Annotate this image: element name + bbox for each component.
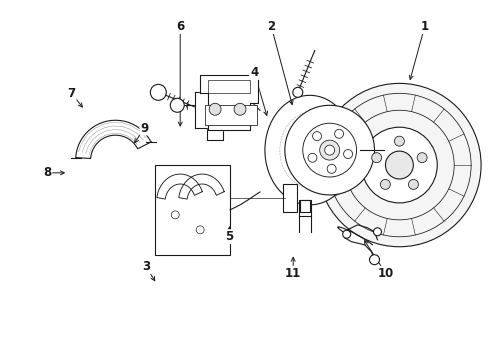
Text: 8: 8	[43, 166, 51, 179]
Bar	[282, 184, 296, 212]
Circle shape	[324, 145, 334, 155]
Circle shape	[326, 165, 335, 173]
Text: 4: 4	[249, 66, 258, 79]
Circle shape	[361, 127, 436, 203]
Ellipse shape	[264, 95, 354, 205]
Circle shape	[416, 153, 426, 163]
Polygon shape	[200, 75, 258, 130]
Circle shape	[170, 98, 184, 112]
Text: 9: 9	[140, 122, 148, 135]
Circle shape	[342, 230, 350, 238]
Circle shape	[394, 136, 404, 146]
Circle shape	[369, 255, 379, 265]
Bar	[299, 200, 309, 212]
Circle shape	[343, 149, 352, 158]
Bar	[205, 105, 256, 125]
Circle shape	[319, 140, 339, 160]
Circle shape	[371, 153, 381, 163]
Polygon shape	[179, 174, 224, 199]
Circle shape	[285, 105, 374, 195]
Circle shape	[209, 103, 221, 115]
Text: 10: 10	[377, 267, 393, 280]
Polygon shape	[76, 120, 151, 158]
Text: 11: 11	[285, 267, 301, 280]
Polygon shape	[157, 174, 202, 199]
Circle shape	[312, 132, 321, 141]
Text: 2: 2	[266, 20, 275, 33]
Circle shape	[302, 123, 356, 177]
Text: 5: 5	[224, 230, 233, 243]
Circle shape	[373, 228, 381, 236]
Circle shape	[385, 151, 412, 179]
Circle shape	[150, 84, 166, 100]
Circle shape	[317, 84, 480, 247]
Circle shape	[380, 179, 389, 189]
Circle shape	[407, 179, 418, 189]
Circle shape	[334, 129, 343, 138]
Circle shape	[307, 153, 316, 162]
Text: 3: 3	[142, 260, 150, 273]
Bar	[155, 165, 229, 255]
Text: 1: 1	[420, 20, 428, 33]
Polygon shape	[195, 80, 223, 140]
Circle shape	[292, 87, 302, 97]
Text: 7: 7	[67, 87, 76, 100]
Text: 6: 6	[176, 20, 184, 33]
Circle shape	[234, 103, 245, 115]
